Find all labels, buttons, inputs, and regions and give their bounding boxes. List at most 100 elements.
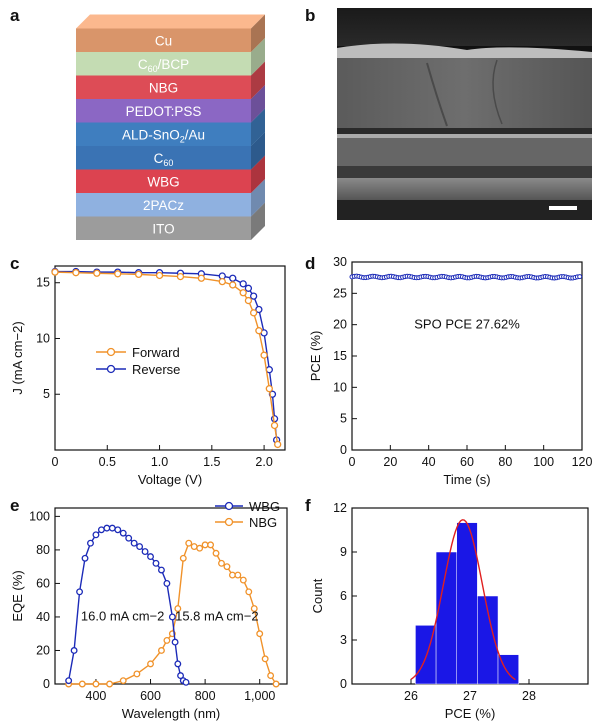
forward-series-point	[265, 385, 273, 393]
nbg-series-point	[157, 647, 165, 654]
wbg-series-point	[103, 524, 111, 532]
nbg-series-point	[272, 680, 280, 688]
nbg-series-point	[207, 541, 215, 549]
y-tick-label: 15	[36, 276, 50, 290]
x-tick-label: 1.5	[203, 455, 220, 469]
forward-series-point	[155, 271, 164, 280]
y-tick-label: 20	[36, 643, 50, 657]
nbg-series-point	[223, 563, 231, 571]
nbg-series-point	[256, 630, 264, 638]
reverse-series-point	[229, 274, 237, 282]
wbg-series-point	[119, 529, 127, 537]
wbg-series-point	[108, 524, 116, 532]
forward-series-point	[176, 272, 185, 281]
panel-letter-d: d	[305, 254, 316, 273]
stack-layer-label: ITO	[152, 221, 174, 236]
nbg-series-point	[78, 680, 86, 688]
plot-frame	[54, 507, 288, 685]
nbg-series-point	[234, 571, 242, 579]
wbg-series-point	[163, 579, 171, 587]
y-tick-label: 3	[340, 633, 347, 647]
forward-series-point	[72, 269, 80, 277]
jv-curve-chart: 0 0.5 1.0 1.5 2.0 5 10 15 Voltage (V) J (mA cm−2)…	[10, 265, 286, 487]
forward-series-point	[229, 281, 237, 289]
stack-layer-label: ALD-SnO2/Au	[122, 127, 205, 144]
nbg-series-point	[119, 677, 127, 685]
nbg-series-point	[212, 549, 220, 557]
x-tick-label: 27	[463, 689, 477, 703]
forward-series-point	[260, 351, 268, 359]
x-tick-label: 400	[86, 689, 107, 703]
y-axis-label: PCE (%)	[308, 331, 323, 382]
panel-letter-b: b	[305, 6, 316, 25]
wbg-series-point	[174, 660, 182, 668]
pce-histogram-chart: 26 27 28 0 3 6 9 12 PCE (%) Count	[310, 501, 589, 721]
x-axis-label: Wavelength (nm)	[122, 706, 221, 721]
y-tick-label: 5	[43, 387, 50, 401]
y-tick-label: 25	[333, 286, 347, 300]
wbg-series-point	[136, 543, 144, 551]
y-tick-label: 9	[340, 545, 347, 559]
gaussian-fit-curve	[410, 519, 516, 681]
y-tick-label: 12	[333, 501, 347, 515]
x-tick-label: 120	[572, 455, 593, 469]
scale-bar	[549, 206, 577, 210]
forward-series-point	[51, 268, 59, 276]
wbg-series-point	[177, 672, 185, 680]
sem-cross-section-image	[337, 8, 592, 220]
nbg-series-point	[133, 670, 141, 678]
y-tick-label: 40	[36, 610, 50, 624]
panel-letter-a: a	[10, 6, 20, 25]
x-axis-label: Time (s)	[443, 472, 490, 487]
forward-series-point	[239, 289, 247, 297]
spo-pce-chart: 0 20 40 60 80 100 120 0 5 10 15 20 25 30 Time (s) PCE (…	[308, 255, 593, 487]
forward-series-point	[244, 296, 253, 305]
plot-frame	[351, 261, 583, 451]
wbg-series-point	[141, 548, 149, 556]
y-tick-label: 15	[333, 349, 347, 363]
wbg-series-point	[97, 526, 105, 534]
x-tick-label: 26	[404, 689, 418, 703]
nbg-series-point	[185, 539, 193, 547]
x-tick-label: 80	[498, 455, 512, 469]
histogram-bar	[477, 595, 499, 685]
nbg-series-point	[267, 672, 275, 680]
wbg-series-point	[81, 554, 89, 562]
y-tick-label: 10	[36, 331, 50, 345]
legend-label-reverse: Reverse	[132, 362, 180, 377]
nbg-series-point	[228, 571, 236, 579]
plot-frame	[54, 265, 286, 451]
x-tick-label: 0	[52, 455, 59, 469]
x-axis-label: Voltage (V)	[138, 472, 202, 487]
wbg-series-point	[157, 566, 165, 574]
panel-letter-e: e	[10, 496, 20, 515]
x-tick-label: 28	[522, 689, 536, 703]
y-tick-label: 100	[29, 509, 50, 523]
forward-series-point	[114, 270, 122, 278]
nbg-series-point	[174, 605, 182, 613]
legend-label-forward: Forward	[132, 345, 180, 360]
y-tick-label: 20	[333, 318, 347, 332]
nbg-series-point	[196, 544, 204, 552]
nbg-series-point	[261, 655, 269, 663]
wbg-series-point	[125, 534, 133, 542]
legend-label-wbg: WBG	[249, 499, 280, 514]
wbg-series-point	[152, 559, 160, 567]
reverse-series-point	[255, 305, 263, 314]
spo-point	[577, 274, 583, 280]
forward-series-point	[218, 277, 226, 286]
stack-layer-label: Cu	[155, 33, 172, 48]
y-tick-label: 5	[340, 412, 347, 426]
x-tick-label: 1,000	[244, 689, 275, 703]
wbg-series-point	[70, 647, 78, 654]
panel-letter-f: f	[305, 496, 311, 515]
wbg-series-point	[92, 531, 100, 539]
wbg-series-line	[67, 527, 187, 683]
legend-marker	[106, 347, 116, 357]
stack-layer-label: NBG	[149, 80, 178, 95]
wbg-series-point	[65, 677, 73, 685]
forward-series-point	[197, 274, 206, 282]
y-tick-label: 0	[340, 443, 347, 457]
nbg-series-point	[190, 543, 198, 551]
nbg-series-point	[92, 680, 100, 688]
